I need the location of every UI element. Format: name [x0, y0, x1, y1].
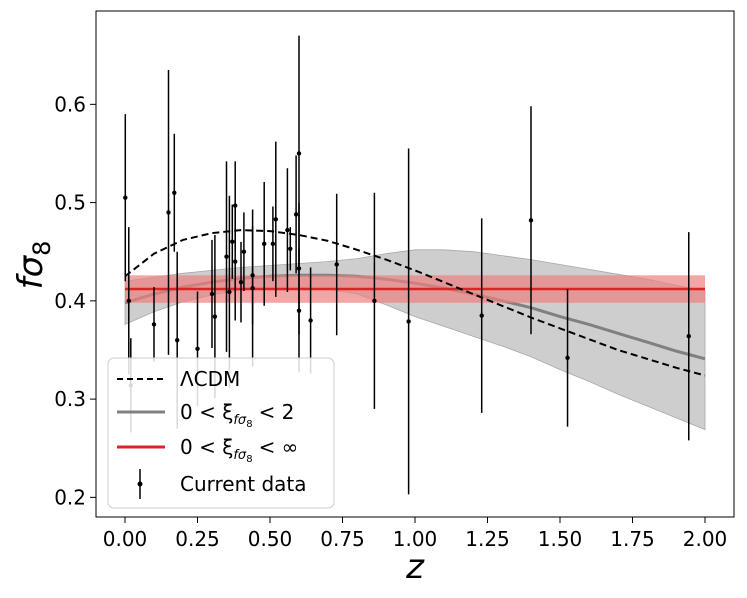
data-point [528, 218, 534, 223]
data-point [230, 239, 235, 244]
data-point [565, 355, 570, 361]
x-tick-label: 1.50 [538, 527, 583, 551]
y-axis-label-main: fσ [11, 254, 51, 289]
data-point [233, 259, 238, 264]
y-tick-label: 0.2 [54, 485, 86, 509]
data-point [308, 318, 313, 323]
data-point [285, 227, 290, 233]
data-point [224, 254, 229, 259]
x-tick-label: 1.25 [465, 527, 510, 551]
data-point [212, 314, 218, 319]
x-tick-label: 0.00 [103, 527, 148, 551]
data-point [126, 298, 131, 304]
legend-gp2-label: 0 < ξfσ8 < 2 [180, 400, 294, 430]
data-point [262, 241, 267, 247]
data-point [233, 203, 238, 208]
data-point [151, 322, 157, 327]
legend-box [107, 357, 335, 509]
y-axis-label-sub: 8 [28, 241, 56, 256]
data-point [479, 313, 484, 318]
data-point [172, 190, 177, 195]
gpinf-layer [125, 275, 705, 303]
data-point [296, 266, 302, 271]
data-point [293, 212, 299, 217]
y-tick-label: 0.3 [54, 387, 86, 411]
data-point [227, 289, 232, 295]
svg-text:fσ8: fσ8 [11, 241, 56, 290]
data-point [241, 249, 247, 254]
y-tick-label: 0.5 [54, 191, 86, 215]
data-point [195, 346, 200, 351]
data-point [372, 298, 377, 304]
x-tick-label: 1.75 [610, 527, 655, 551]
data-points-layer [123, 35, 691, 495]
x-tick-label: 2.00 [683, 527, 728, 551]
legend-gpinf-bound: < ∞ [259, 435, 299, 459]
legend-data-label: Current data [180, 472, 307, 496]
legend-gp2-text: 0 < ξ [180, 400, 233, 424]
data-point [123, 195, 128, 200]
x-tick-label: 1.00 [393, 527, 438, 551]
legend-gp2-sub: fσ [233, 413, 247, 428]
data-point [686, 334, 691, 339]
data-point [238, 279, 244, 285]
legend-gpinf-subsub: 8 [246, 454, 252, 465]
legend-gpinf-label: 0 < ξfσ8 < ∞ [180, 435, 298, 465]
legend-gpinf-text: 0 < ξ [180, 435, 233, 459]
legend-gp2-subsub: 8 [246, 419, 252, 430]
x-tick-label: 0.75 [320, 527, 365, 551]
y-axis-label: fσ8 [11, 241, 56, 290]
data-point [296, 151, 302, 156]
data-point [250, 273, 255, 278]
y-tick-label: 0.6 [54, 92, 86, 116]
y-tick-label: 0.4 [54, 289, 86, 313]
legend-data-marker [137, 481, 143, 487]
x-tick-label: 0.50 [248, 527, 293, 551]
legend: ΛCDM 0 < ξfσ8< 2 0 < ξfσ8< ∞ Current dat… [107, 357, 335, 509]
data-point [334, 262, 339, 267]
data-point [273, 217, 278, 222]
legend-gp2-bound: < 2 [259, 400, 295, 424]
x-axis-label: z [405, 547, 425, 587]
x-tick-label: 0.25 [175, 527, 220, 551]
data-point [406, 319, 411, 324]
data-point [209, 291, 215, 297]
data-point [270, 241, 276, 247]
y-axis-ticks: 0.2 0.3 0.4 0.5 0.6 [54, 92, 96, 509]
x-axis-ticks: 0.00 0.25 0.50 0.75 1.00 1.25 1.50 1.75 2.00 [103, 517, 728, 551]
legend-lcdm-label: ΛCDM [180, 367, 240, 391]
data-point [175, 337, 180, 343]
data-point [166, 210, 171, 215]
legend-gpinf-sub: fσ [233, 448, 247, 463]
data-point [288, 246, 293, 251]
